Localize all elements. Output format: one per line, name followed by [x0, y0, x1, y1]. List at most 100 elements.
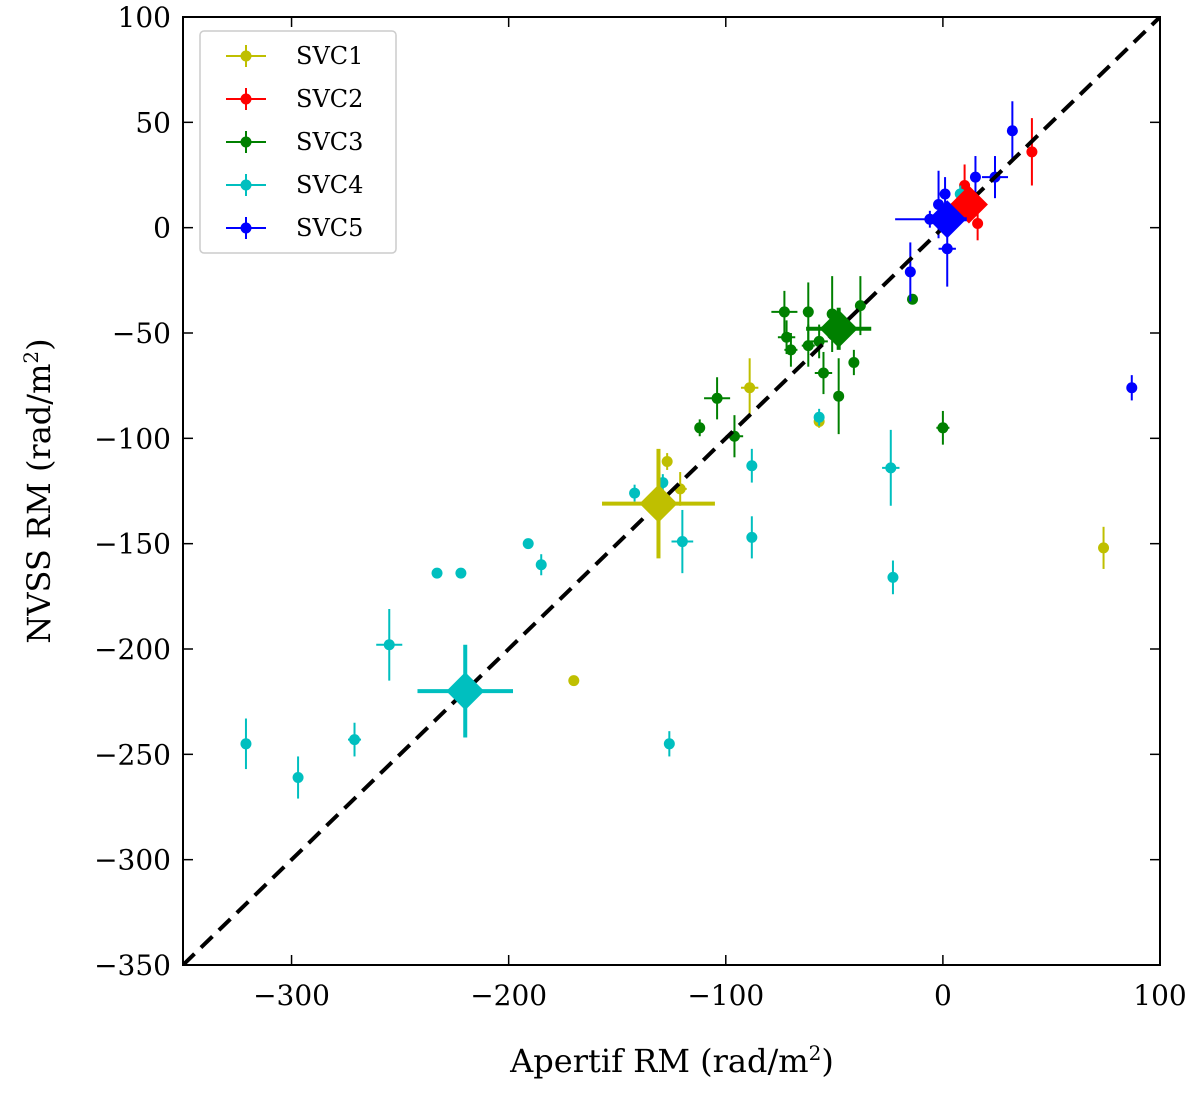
legend-label: SVC3	[296, 128, 363, 156]
data-point-svc5-8	[1126, 375, 1138, 401]
data-point-svc2-0	[1026, 118, 1038, 186]
x-tick-label: 0	[934, 979, 952, 1012]
y-tick-label: −300	[94, 844, 171, 877]
data-point-svc4-13	[240, 718, 252, 770]
data-point-svc3-15	[936, 410, 950, 445]
data-point-svc3-11-marker	[711, 392, 723, 404]
legend-swatch-marker	[240, 93, 252, 105]
data-point-svc1-0-marker	[744, 382, 756, 394]
one-to-one-line	[183, 17, 1160, 965]
legend-entry-svc3: SVC3	[226, 128, 363, 156]
data-point-svc4-6	[882, 429, 900, 506]
data-point-svc1-5	[1098, 526, 1110, 569]
mean-marker-svc4-marker	[446, 672, 485, 711]
legend: SVC1 SVC2 SVC3 SVC4 SVC5	[199, 30, 397, 254]
data-point-svc5-0-marker	[1006, 125, 1018, 137]
data-point-svc4-11-marker	[455, 567, 467, 579]
y-axis-title: NVSS RM (rad/m2)	[19, 338, 58, 643]
mean-marker-svc1-marker	[639, 484, 678, 523]
data-point-svc3-12	[694, 419, 706, 437]
axis-ticks: −300 −200 −100 0 100 −350 −300 −250 −200 −150 −100…	[94, 1, 1187, 1012]
data-point-svc4-5	[629, 484, 641, 502]
y-tick-label: −50	[112, 317, 171, 350]
y-tick-label: 0	[153, 212, 171, 245]
x-axis-title: Apertif RM (rad/m2)	[509, 1041, 834, 1080]
data-point-svc4-15	[292, 756, 304, 799]
data-point-svc4-13-marker	[240, 738, 252, 750]
legend-swatch-marker	[240, 179, 252, 191]
data-point-svc4-0	[813, 408, 825, 426]
data-point-svc3-1-marker	[781, 331, 793, 343]
series-svc3	[694, 276, 950, 458]
data-point-svc1-0	[740, 358, 759, 418]
y-tick-label: −250	[94, 738, 171, 771]
data-point-svc2-0-marker	[1026, 146, 1038, 158]
y-tick-label: −100	[94, 422, 171, 455]
plot-frame	[182, 16, 1161, 966]
data-point-svc1-5-marker	[1098, 542, 1110, 554]
data-point-svc4-2	[746, 516, 758, 559]
data-point-svc3-12-marker	[694, 422, 706, 434]
data-point-svc3-9	[848, 349, 860, 376]
data-point-svc3-2-marker	[785, 344, 797, 356]
mean-marker-svc5	[927, 200, 967, 239]
data-point-svc5-3-marker	[939, 188, 951, 200]
data-point-svc4-16	[663, 731, 675, 757]
legend-entry-svc4: SVC4	[226, 171, 363, 199]
data-point-svc5-1-marker	[969, 171, 981, 183]
data-point-svc4-4-marker	[676, 536, 688, 548]
data-point-svc4-10-marker	[431, 567, 443, 579]
data-point-svc4-10	[431, 567, 443, 579]
data-point-svc1-4-marker	[568, 675, 580, 687]
y-tick-label: 100	[118, 1, 171, 34]
data-point-svc3-14-marker	[906, 293, 918, 305]
data-point-svc5-8-marker	[1126, 382, 1138, 394]
data-point-svc4-1	[746, 448, 758, 483]
legend-entry-svc1: SVC1	[226, 42, 363, 70]
legend-label: SVC5	[296, 214, 363, 242]
data-point-svc4-8	[522, 538, 534, 550]
legend-swatch-marker	[240, 136, 252, 148]
data-point-svc3-8	[833, 358, 845, 435]
plot-inner	[183, 17, 1160, 965]
data-point-svc3-10-marker	[854, 300, 866, 312]
data-point-svc4-7	[887, 560, 899, 595]
data-point-svc3-0	[771, 290, 798, 333]
legend-label: SVC4	[296, 171, 363, 199]
data-point-svc4-9	[535, 554, 547, 576]
legend-swatch-marker	[240, 50, 252, 62]
legend-swatch-marker	[240, 222, 252, 234]
data-point-svc4-11	[455, 567, 467, 579]
data-point-svc4-7-marker	[887, 571, 899, 583]
legend-label: SVC2	[296, 85, 363, 113]
legend-box	[199, 30, 397, 254]
x-tick-label: −200	[470, 979, 547, 1012]
mean-marker-svc5-marker	[928, 200, 967, 239]
data-point-svc4-9-marker	[535, 559, 547, 571]
y-tick-label: 50	[135, 106, 171, 139]
data-point-svc3-8-marker	[833, 390, 845, 402]
data-point-svc3-3-marker	[802, 306, 814, 318]
data-point-svc5-6	[904, 242, 916, 302]
data-point-svc3-10	[854, 276, 866, 336]
data-point-svc4-15-marker	[292, 772, 304, 784]
data-point-svc4-14-marker	[349, 734, 361, 746]
y-tick-label: −150	[94, 528, 171, 561]
x-tick-label: −300	[253, 979, 330, 1012]
data-point-svc4-6-marker	[885, 462, 897, 474]
data-point-svc4-0-marker	[813, 411, 825, 423]
x-tick-label: 100	[1133, 979, 1186, 1012]
data-point-svc4-12-marker	[383, 639, 395, 651]
mean-marker-svc3-marker	[819, 309, 858, 348]
data-point-svc1-1	[661, 453, 673, 470]
legend-entries: SVC1 SVC2 SVC3 SVC4 SVC5	[226, 42, 363, 242]
mean-marker-svc3	[806, 307, 872, 350]
data-point-svc5-5-marker	[941, 243, 953, 255]
data-point-svc3-0-marker	[778, 306, 790, 318]
data-point-svc3-14	[906, 293, 918, 305]
data-point-svc4-5-marker	[629, 487, 641, 499]
data-point-svc4-16-marker	[663, 738, 675, 750]
data-point-svc4-2-marker	[746, 531, 758, 543]
